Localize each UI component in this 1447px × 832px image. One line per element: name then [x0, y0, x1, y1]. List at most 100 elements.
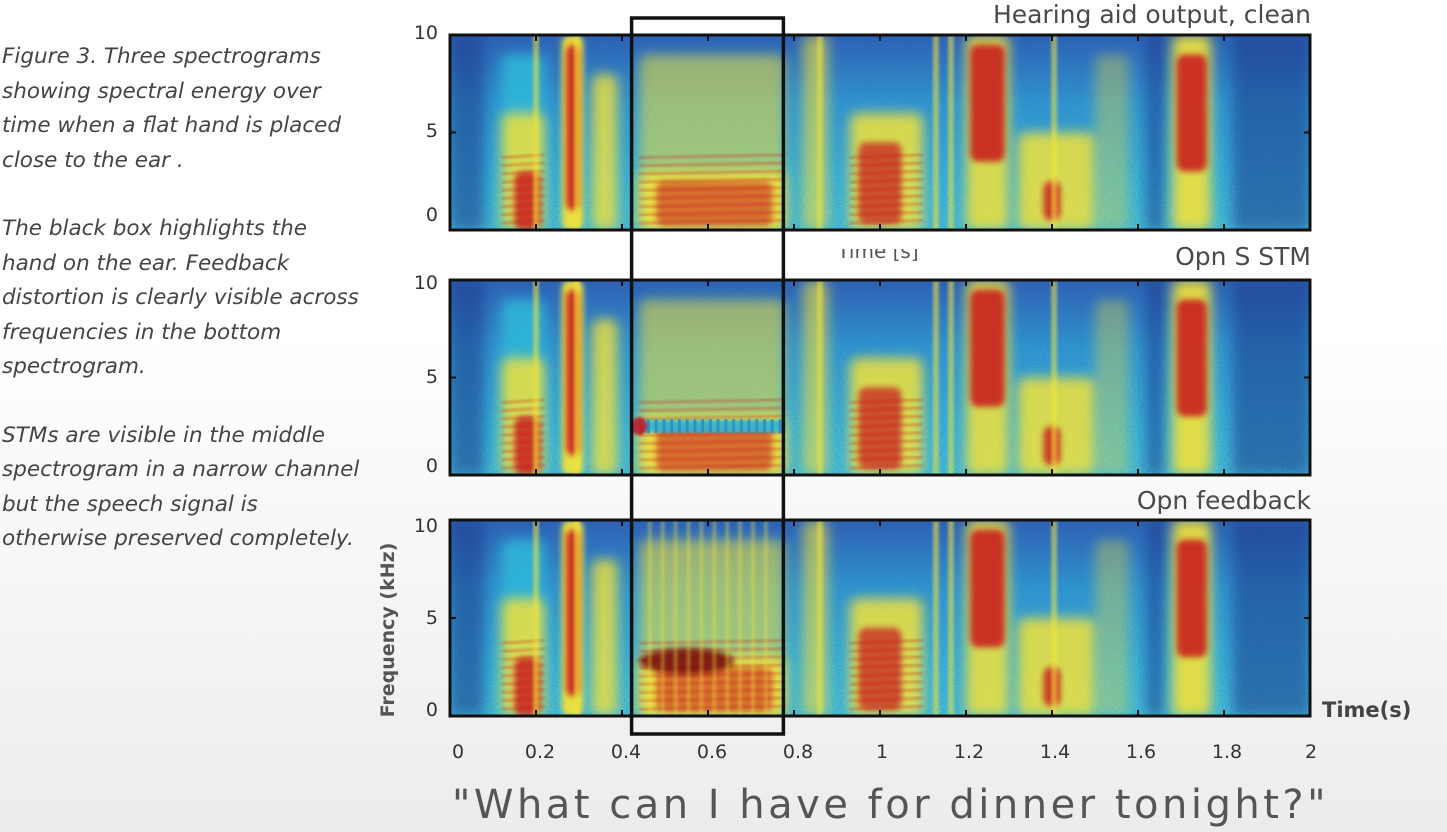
- silence-region: [1146, 280, 1164, 475]
- energy-blob: [858, 627, 902, 711]
- harmonic-line: [849, 656, 924, 661]
- transient-spike: [1051, 35, 1058, 230]
- speech-sentence: "What can I have for dinner tonight?": [452, 782, 1330, 828]
- harmonic-line: [639, 178, 786, 184]
- harmonic-line: [639, 398, 786, 404]
- stm-marker: [747, 419, 751, 434]
- harmonic-line: [849, 448, 924, 453]
- caption-paragraph: STMs are visible in the middle spectrogr…: [2, 422, 360, 552]
- harmonic-line: [849, 423, 924, 429]
- feedback-streak: [751, 520, 755, 716]
- x-tick: 2: [1304, 741, 1318, 763]
- caption-paragraph: Figure 3. Three spectrograms showing spe…: [2, 44, 342, 173]
- feedback-streak: [725, 520, 730, 716]
- energy-blob: [1095, 54, 1130, 230]
- stm-marker: [778, 419, 782, 434]
- x-tick: 0.8: [782, 741, 814, 763]
- stm-marker: [654, 419, 658, 434]
- harmonic-line: [849, 203, 924, 208]
- x-tick: 1: [875, 741, 889, 763]
- spectrogram-panel: [450, 520, 1310, 716]
- transient-spike: [947, 280, 954, 475]
- transient-spike: [1051, 520, 1058, 716]
- energy-blob: [970, 529, 1005, 648]
- harmonic-line: [849, 688, 924, 694]
- spectrogram-panel: [450, 280, 1310, 475]
- y-tick: 5: [425, 366, 438, 388]
- stm-marker: [662, 419, 666, 434]
- x-tick: 0.4: [610, 741, 642, 763]
- harmonic-line: [639, 203, 786, 208]
- feedback-streak: [699, 520, 704, 716]
- transient-spike: [573, 280, 580, 475]
- spectrogram-panel: [450, 35, 1310, 230]
- y-tick: 0: [425, 204, 438, 226]
- y-tick: 10: [413, 272, 438, 294]
- harmonic-line: [639, 219, 786, 224]
- energy-blob: [656, 426, 773, 472]
- feedback-streak: [673, 520, 678, 716]
- harmonic-line: [639, 439, 786, 445]
- feedback-streak: [647, 520, 652, 716]
- x-tick: 1.2: [953, 741, 985, 763]
- feedback-streak: [686, 520, 691, 716]
- harmonic-line: [849, 456, 924, 461]
- feedback-streak: [738, 520, 743, 716]
- harmonic-line: [639, 464, 786, 469]
- harmonic-line: [849, 398, 924, 404]
- silence-region: [1232, 35, 1310, 230]
- energy-blob: [591, 74, 618, 230]
- stm-marker: [708, 419, 712, 434]
- x-tick: 0.2: [524, 741, 556, 763]
- y-tick: 10: [413, 515, 438, 537]
- harmonic-line: [849, 186, 924, 192]
- stm-marker: [732, 419, 736, 434]
- transient-spike: [533, 35, 539, 230]
- harmonic-line: [849, 647, 924, 653]
- harmonic-line: [849, 664, 924, 669]
- feedback-streak: [712, 520, 717, 716]
- silence-region: [1146, 520, 1164, 716]
- silence-region: [1232, 280, 1310, 475]
- transient-spike: [932, 280, 939, 475]
- partial-axis-label: Time [s]: [837, 249, 919, 263]
- feedback-streak: [660, 520, 665, 716]
- x-tick: 0: [451, 741, 465, 763]
- transient-spike: [932, 520, 939, 716]
- stm-marker: [763, 419, 767, 434]
- harmonic-line: [849, 153, 924, 159]
- stm-marker: [716, 419, 720, 434]
- harmonic-line: [849, 170, 924, 175]
- energy-blob: [802, 35, 829, 230]
- panel-title-clean: Hearing aid output, clean: [992, 0, 1311, 29]
- y-tick: 10: [413, 22, 438, 44]
- harmonic-line: [639, 407, 786, 412]
- caption-paragraph: The black box highlights the hand on the…: [2, 216, 359, 379]
- transient-spike: [573, 520, 580, 716]
- energy-blob: [591, 319, 618, 475]
- stm-marker: [724, 419, 728, 434]
- harmonic-line: [639, 186, 786, 192]
- x-tick: 1.6: [1125, 741, 1157, 763]
- harmonic-line: [849, 672, 924, 678]
- stm-marker: [739, 419, 743, 434]
- y-tick: 0: [425, 455, 438, 477]
- highlight-box: [629, 16, 786, 736]
- stm-marker: [693, 419, 697, 434]
- harmonic-line: [849, 219, 924, 224]
- energy-blob: [802, 280, 829, 475]
- harmonic-line: [849, 439, 924, 445]
- harmonic-line: [639, 194, 786, 200]
- energy-blob: [970, 289, 1005, 407]
- transient-spike: [816, 35, 823, 230]
- energy-blob: [656, 181, 773, 227]
- energy-blob: [858, 142, 902, 225]
- energy-blob: [1095, 539, 1130, 716]
- x-tick: 0.6: [696, 741, 728, 763]
- energy-blob: [1176, 54, 1207, 172]
- harmonic-line: [639, 456, 786, 461]
- energy-blob: [970, 44, 1005, 162]
- harmonic-line: [639, 153, 786, 159]
- stm-marker: [677, 419, 681, 434]
